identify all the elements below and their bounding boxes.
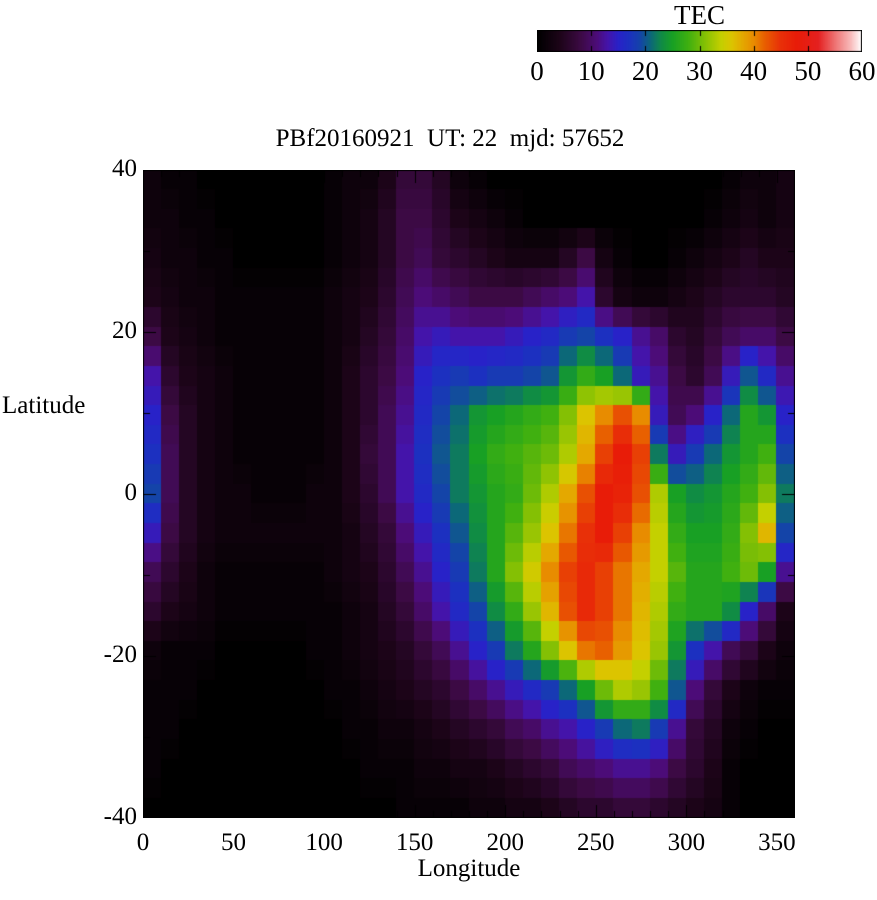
x-tick-label: 350	[758, 829, 796, 856]
y-tick-label: -20	[103, 641, 137, 668]
x-tick-label: 200	[486, 829, 524, 856]
y-tick-label: 40	[112, 155, 137, 182]
colorbar-tick-label: 20	[631, 56, 659, 86]
x-tick-label: 0	[136, 829, 150, 856]
colorbar	[537, 30, 862, 52]
colorbar-tick-label: 0	[530, 56, 544, 86]
colorbar-title: TEC	[674, 0, 725, 30]
x-tick-label: 150	[395, 829, 434, 856]
plot-title: PBf20160921 UT: 22 mjd: 57652	[275, 125, 625, 152]
y-tick-label: -40	[103, 803, 137, 830]
colorbar-tick-label: 10	[577, 56, 605, 86]
x-tick-label: 100	[305, 829, 343, 856]
colorbar-tick-label: 50	[794, 56, 822, 86]
x-tick-label: 300	[667, 829, 706, 856]
y-axis-title: Latitude	[2, 392, 86, 419]
colorbar-tick-label: 40	[740, 56, 768, 86]
colorbar-tick-label: 30	[686, 56, 713, 86]
x-tick-label: 50	[221, 829, 247, 856]
x-axis-title: Longitude	[417, 855, 521, 882]
colorbar-tick-label: 60	[848, 56, 876, 86]
tec-heatmap	[143, 170, 795, 818]
y-tick-label: 20	[112, 317, 137, 344]
x-tick-label: 250	[577, 829, 615, 856]
y-tick-label: 0	[124, 479, 138, 506]
